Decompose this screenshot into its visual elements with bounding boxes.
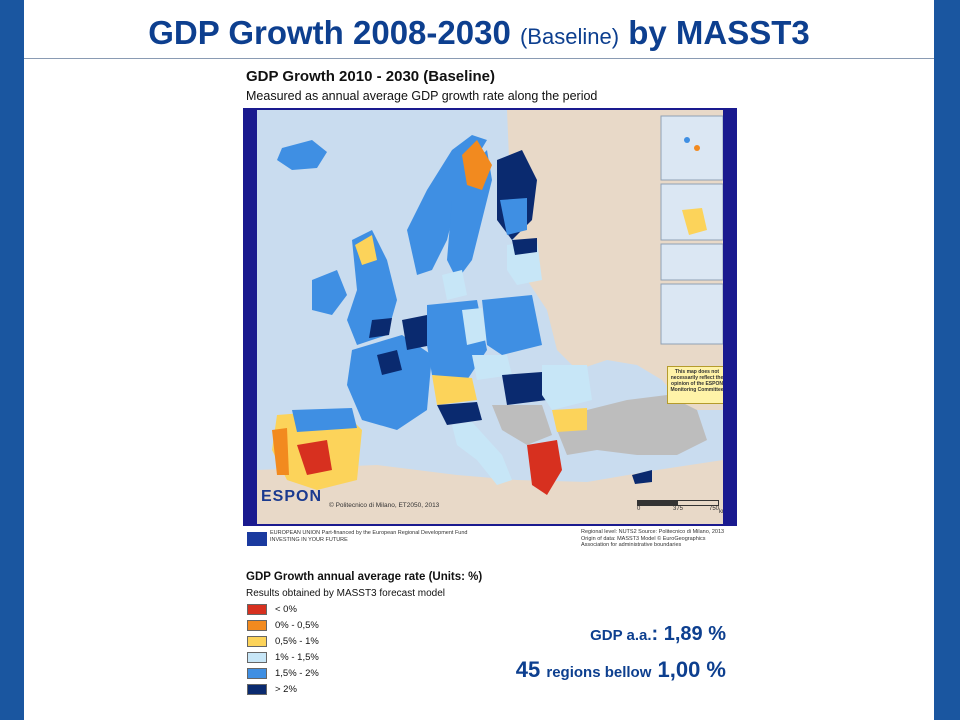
stat-regions-text: regions bellow: [546, 664, 652, 681]
legend-swatch: [247, 684, 267, 695]
slide-title-end: by MASST3: [628, 14, 810, 51]
region-romania: [542, 365, 592, 410]
region-uk: [347, 230, 397, 345]
legend-swatch: [247, 620, 267, 631]
right-accent-band: [934, 0, 960, 720]
legend-item: 1,5% - 2%: [247, 668, 447, 684]
espon-logo-text: ESPON: [261, 488, 323, 505]
inset-guyane: [682, 208, 707, 235]
stat-gdp: GDP a.a.: 1,89 %: [590, 623, 726, 646]
stat-regions-count: 45: [515, 657, 541, 682]
legend-subtitle: Results obtained by MASST3 forecast mode…: [246, 588, 445, 599]
region-iceland: [277, 140, 327, 170]
region-italy: [452, 422, 512, 485]
stat-regions-value: 1,00 %: [657, 657, 727, 682]
stat-regions: 45 regions bellow 1,00 %: [516, 657, 726, 683]
region-london: [369, 318, 392, 338]
inset-canarias-island: [684, 137, 690, 143]
legend-swatch: [247, 668, 267, 679]
map-svg: [257, 110, 723, 524]
region-czech: [472, 355, 512, 380]
map-credit: © Politecnico di Milano, ET2050, 2013: [329, 502, 440, 509]
region-benelux: [402, 315, 432, 350]
stat-gdp-value: : 1,89 %: [651, 623, 726, 645]
legend-swatch: [247, 604, 267, 615]
region-north-sweden: [462, 140, 492, 190]
legend-item: 0,5% - 1%: [247, 636, 447, 652]
inset-canarias-island: [694, 145, 700, 151]
no-data-turkey: [557, 395, 707, 455]
slide-title: GDP Growth 2008-2030 (Baseline) by MASST…: [24, 8, 934, 58]
scale-bar: 0 375 750 km: [637, 500, 723, 516]
region-estonia: [512, 238, 537, 255]
region-germany-east: [462, 308, 487, 345]
scale-bar-fill: [638, 501, 678, 505]
choropleth-map: This map does not necessarily reflect th…: [257, 110, 723, 524]
region-cyprus: [632, 470, 652, 484]
region-scotland: [355, 235, 377, 265]
legend-label: 0% - 0,5%: [275, 620, 319, 631]
region-france: [347, 335, 432, 430]
eu-flag-icon: [247, 532, 267, 546]
left-accent-band: [0, 0, 24, 720]
non-eu-land-south: [257, 460, 723, 524]
map-figure: GDP Growth 2010 - 2030 (Baseline) Measur…: [243, 62, 741, 705]
region-spain-centre: [297, 440, 332, 475]
legend-swatch: [247, 652, 267, 663]
map-title: GDP Growth 2010 - 2030 (Baseline): [246, 68, 495, 85]
legend-title: GDP Growth annual average rate (Units: %…: [246, 571, 483, 583]
slide-title-paren: (Baseline): [519, 24, 620, 49]
legend-swatch: [247, 636, 267, 647]
legend-label: 0,5% - 1%: [275, 636, 319, 647]
legend-label: 1,5% - 2%: [275, 668, 319, 679]
title-divider: [24, 58, 934, 59]
region-bulgaria: [552, 408, 587, 432]
slide-title-main: GDP Growth 2008-2030: [148, 14, 511, 51]
scale-bar-graphic: [637, 500, 719, 506]
legend: < 0% 0% - 0,5% 0,5% - 1% 1% - 1,5% 1,5% - 2%…: [247, 604, 447, 700]
region-ireland: [312, 270, 347, 315]
map-frame: This map does not necessarily reflect th…: [243, 108, 737, 526]
inset-acores: [660, 283, 723, 345]
region-spain-north: [292, 408, 357, 432]
map-disclaimer: This map does not necessarily reflect th…: [667, 366, 723, 404]
legend-label: > 2%: [275, 684, 297, 695]
scale-label-0: 0: [637, 506, 641, 512]
legend-item: 1% - 1,5%: [247, 652, 447, 668]
eu-funding-text: EUROPEAN UNION Part-financed by the Euro…: [270, 530, 468, 543]
scale-label-375: 375: [673, 506, 684, 512]
region-alpine: [432, 375, 477, 405]
map-subtitle: Measured as annual average GDP growth ra…: [246, 89, 598, 103]
region-denmark: [442, 270, 467, 300]
espon-logo: ESPON: [261, 488, 322, 506]
region-hungary: [502, 372, 547, 405]
legend-label: < 0%: [275, 604, 297, 615]
legend-item: > 2%: [247, 684, 447, 700]
inset-canarias: [660, 115, 723, 181]
legend-label: 1% - 1,5%: [275, 652, 319, 663]
region-poland: [482, 295, 542, 355]
map-footer: EUROPEAN UNION Part-financed by the Euro…: [243, 528, 737, 558]
region-greece: [527, 440, 562, 495]
region-finland-south: [500, 198, 527, 235]
legend-item: < 0%: [247, 604, 447, 620]
region-italy-north: [437, 402, 482, 425]
region-balkans: [492, 405, 552, 445]
region-paris: [377, 350, 402, 375]
scale-label-750: 750: [709, 506, 720, 512]
legend-item: 0% - 0,5%: [247, 620, 447, 636]
stat-gdp-label: GDP a.a.: [590, 627, 652, 644]
map-metadata: Regional level: NUTS2 Source: Politecnic…: [581, 529, 725, 548]
scale-unit: km: [719, 509, 723, 515]
region-portugal: [272, 428, 289, 475]
inset-madeira: [660, 243, 723, 281]
